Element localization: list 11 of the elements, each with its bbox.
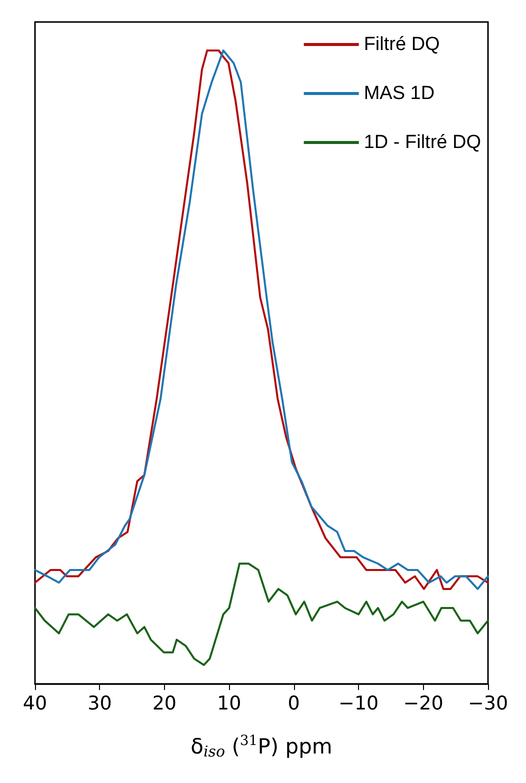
legend-label: Filtré DQ (364, 34, 440, 55)
x-tick-label: 40 (22, 692, 48, 714)
x-tick-label: 10 (217, 692, 242, 714)
legend-label: 1D - Filtré DQ (364, 132, 482, 153)
x-tick-label: −10 (338, 692, 379, 714)
x-tick-label: −20 (403, 692, 444, 714)
legend-label: MAS 1D (364, 83, 435, 104)
x-tick-label: −30 (468, 692, 508, 714)
x-tick-label: 20 (152, 692, 177, 714)
x-tick-label: 30 (88, 692, 112, 714)
x-tick-label: 0 (288, 692, 300, 714)
